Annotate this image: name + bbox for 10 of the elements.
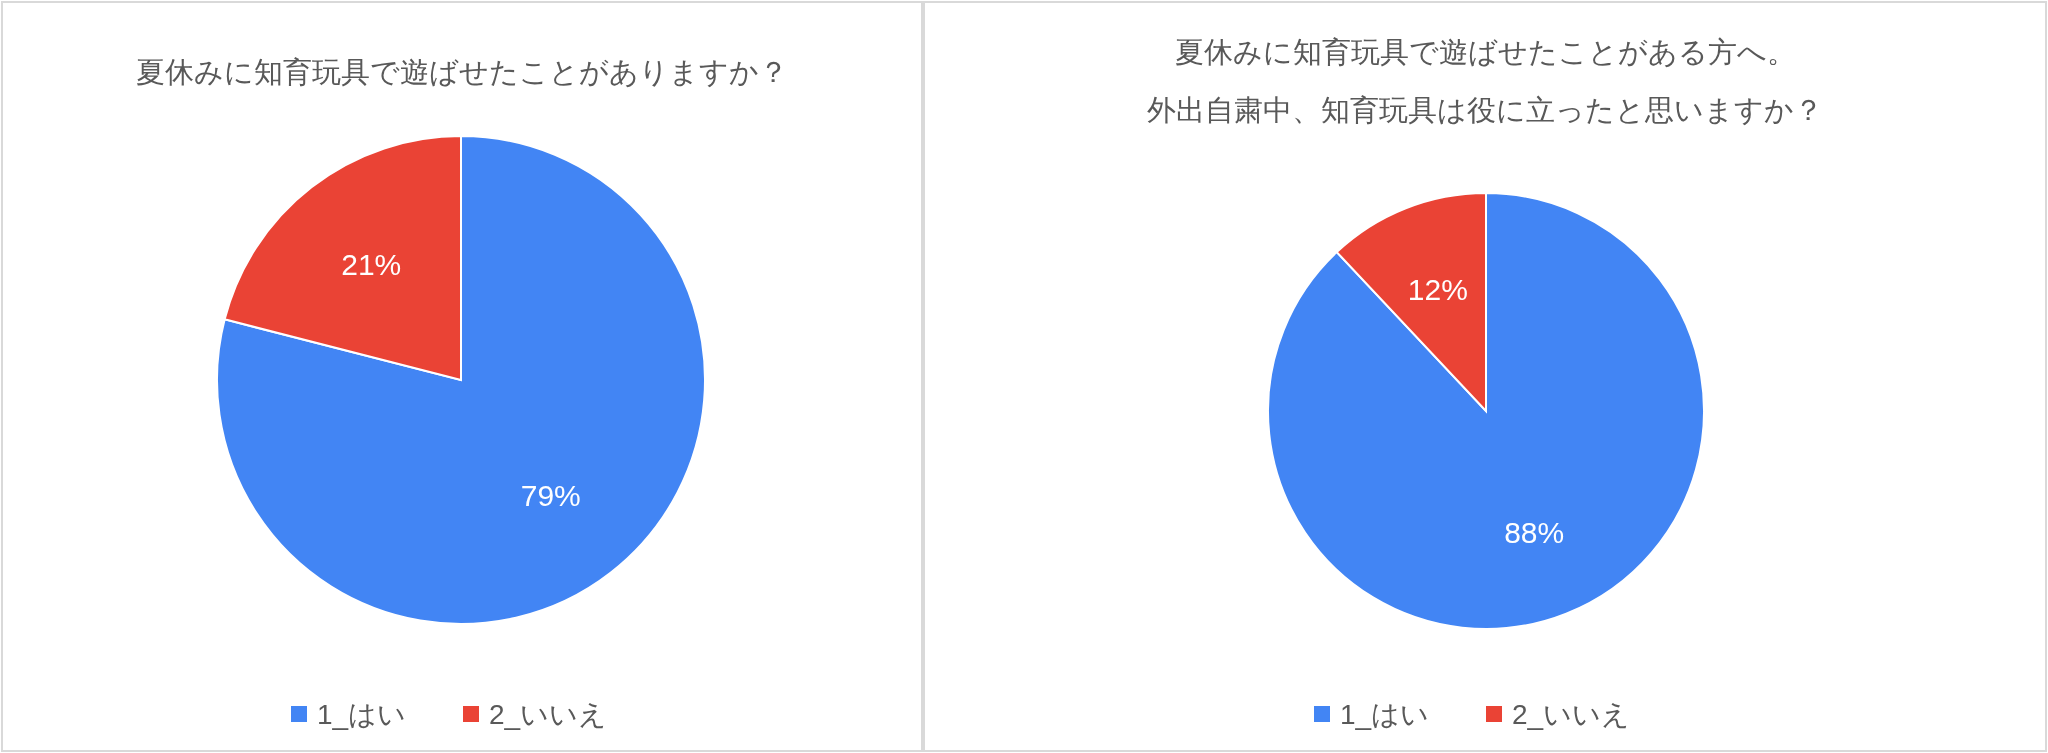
legend-label: 2_いいえ bbox=[1512, 698, 1631, 730]
chart-title: 夏休みに知育玩具で遊ばせたことがありますか？ bbox=[136, 56, 788, 88]
data-label: 79% bbox=[520, 479, 581, 513]
legend-label: 1_はい bbox=[317, 698, 407, 730]
legend-label: 2_いいえ bbox=[489, 698, 608, 730]
data-label: 12% bbox=[1407, 272, 1468, 306]
data-label: 88% bbox=[1504, 516, 1565, 550]
data-label: 21% bbox=[341, 247, 402, 281]
chart-title: 夏休みに知育玩具で遊ばせたことがある方へ。外出自粛中、知育玩具は役に立ったと思いますか？ bbox=[1147, 36, 1823, 126]
legend-label: 1_はい bbox=[1340, 698, 1430, 730]
